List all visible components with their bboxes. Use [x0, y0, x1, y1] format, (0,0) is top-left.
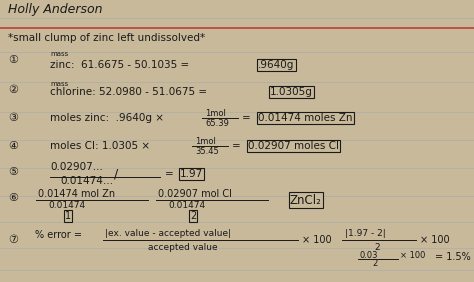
Text: .9640g: .9640g	[258, 60, 294, 70]
Text: moles Cl: 1.0305 ×: moles Cl: 1.0305 ×	[50, 141, 150, 151]
Text: accepted value: accepted value	[148, 243, 218, 252]
Text: 2: 2	[374, 243, 380, 252]
Text: /: /	[114, 168, 118, 180]
Text: 0.02907 moles Cl: 0.02907 moles Cl	[248, 141, 339, 151]
Text: mass: mass	[50, 51, 68, 57]
Text: ②: ②	[8, 85, 18, 95]
Text: × 100: × 100	[400, 250, 425, 259]
Text: ①: ①	[8, 55, 18, 65]
Text: ⑤: ⑤	[8, 167, 18, 177]
Text: 0.02907 mol Cl: 0.02907 mol Cl	[158, 189, 232, 199]
Text: % error =: % error =	[35, 230, 82, 240]
Text: |1.97 - 2|: |1.97 - 2|	[345, 230, 386, 239]
Text: 1mol: 1mol	[195, 136, 216, 146]
Text: × 100: × 100	[420, 235, 450, 245]
Text: × 100: × 100	[302, 235, 332, 245]
Text: 2: 2	[190, 211, 196, 221]
Text: 0.03: 0.03	[360, 250, 379, 259]
Text: 2: 2	[372, 259, 377, 268]
Text: = 1.5%: = 1.5%	[435, 252, 471, 262]
Text: 0.01474...: 0.01474...	[60, 176, 113, 186]
Text: =: =	[165, 169, 177, 179]
Text: Holly Anderson: Holly Anderson	[8, 3, 102, 17]
Text: ③: ③	[8, 113, 18, 123]
Text: 0.01474 moles Zn: 0.01474 moles Zn	[258, 113, 353, 123]
Text: ④: ④	[8, 141, 18, 151]
Text: 35.45: 35.45	[195, 147, 219, 155]
Text: zinc:  61.6675 - 50.1035 =: zinc: 61.6675 - 50.1035 =	[50, 60, 192, 70]
Text: moles zinc:  .9640g ×: moles zinc: .9640g ×	[50, 113, 164, 123]
Text: ⑥: ⑥	[8, 193, 18, 203]
Text: |ex. value - accepted value|: |ex. value - accepted value|	[105, 230, 231, 239]
Text: *small clump of zinc left undissolved*: *small clump of zinc left undissolved*	[8, 33, 205, 43]
Text: =: =	[242, 113, 254, 123]
Text: 1mol: 1mol	[205, 109, 226, 118]
Text: 1.0305g: 1.0305g	[270, 87, 313, 97]
Text: 0.01474: 0.01474	[168, 202, 205, 210]
Text: chlorine: 52.0980 - 51.0675 =: chlorine: 52.0980 - 51.0675 =	[50, 87, 210, 97]
Text: 0.02907...: 0.02907...	[50, 162, 103, 172]
Text: 0.01474 mol Zn: 0.01474 mol Zn	[38, 189, 115, 199]
Text: 0.01474: 0.01474	[48, 202, 85, 210]
Text: 1.97: 1.97	[180, 169, 203, 179]
Text: ⑦: ⑦	[8, 235, 18, 245]
Text: 1: 1	[65, 211, 71, 221]
Text: ZnCl₂: ZnCl₂	[290, 193, 322, 206]
Text: =: =	[232, 141, 244, 151]
Text: 65.39: 65.39	[205, 118, 229, 127]
Text: mass: mass	[50, 81, 68, 87]
